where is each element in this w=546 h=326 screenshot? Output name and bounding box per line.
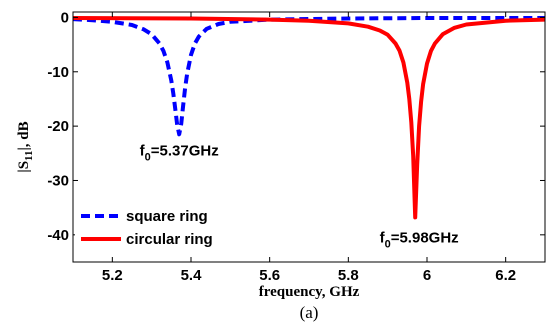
legend-box	[75, 203, 225, 249]
y-tick-label: -20	[47, 118, 69, 135]
y-axis-label: |S11|, dB	[16, 121, 35, 172]
plot-frame	[72, 11, 546, 263]
x-tick-label: 5.6	[259, 267, 280, 284]
y-tick-label: 0	[61, 9, 69, 26]
x-axis-label: frequency, GHz	[259, 284, 360, 300]
x-tick-label: 5.4	[181, 267, 203, 284]
figure-caption: (a)	[300, 303, 319, 322]
legend-label-square-ring: square ring	[126, 208, 208, 225]
resonance-annotation: f0=5.98GHz	[380, 230, 459, 251]
y-tick-label: -10	[47, 64, 69, 81]
x-tick-label: 6	[423, 267, 431, 284]
series-line-square-ring	[73, 16, 545, 137]
x-tick-label: 6.2	[495, 267, 516, 284]
x-tick-label: 5.8	[338, 267, 359, 284]
legend: square ring circular ring	[75, 203, 225, 249]
series-line-circular-ring	[73, 16, 545, 220]
y-tick-label: -40	[47, 227, 69, 244]
resonance-annotation: f0=5.37GHz	[140, 143, 219, 164]
y-tick-label: -30	[47, 172, 69, 189]
legend-label-circular-ring: circular ring	[126, 231, 213, 248]
x-tick-label: 5.2	[102, 267, 123, 284]
